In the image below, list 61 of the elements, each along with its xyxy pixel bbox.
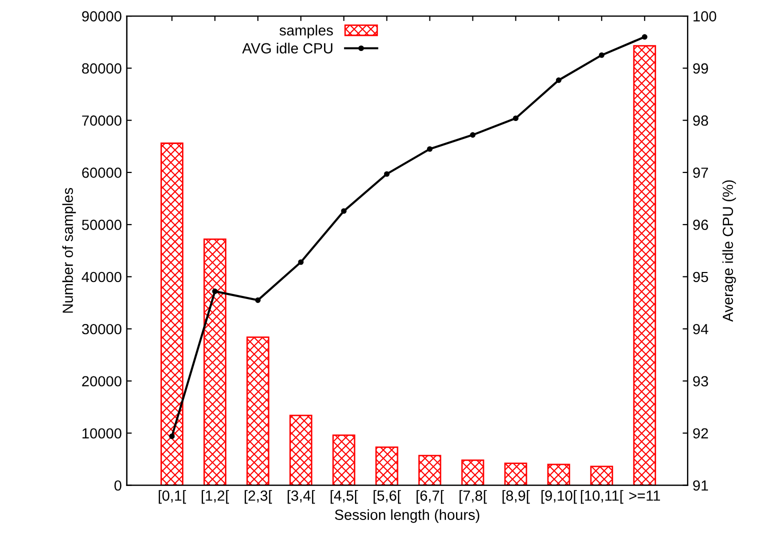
x-tick-label: [10,11[ [580,490,624,504]
point [384,171,390,177]
point [556,77,562,83]
y-tick-label: 0 [114,480,122,491]
legend-label: samples [280,24,333,38]
bar [547,464,570,486]
y2-tick-label: 96 [693,220,708,230]
point [255,297,261,303]
point [512,115,518,122]
bar [246,336,270,486]
y2-tick-label: 95 [693,272,708,282]
x-tick-label: [2,3[ [244,490,272,504]
x-tick-label: [0,1[ [158,490,186,504]
point [169,433,175,440]
bar [289,414,312,486]
y-tick-label: 40000 [82,272,122,282]
y-tick-label: 50000 [82,220,122,230]
bar [203,238,226,486]
y2-tick-label: 100 [694,11,716,22]
bar [160,142,184,486]
point [341,208,347,214]
x-tick-label: [5,6[ [374,490,401,504]
x-tick-label: [3,4[ [288,490,315,504]
bar [332,434,356,486]
point [212,288,218,294]
bar [504,462,528,486]
bar [461,460,484,486]
y-axis-title: Number of samples [62,188,76,313]
x-tick-label: [7,8[ [460,490,487,504]
bar [418,454,442,486]
bar [590,466,614,486]
point [642,34,648,40]
y2-tick-label: 92 [693,428,708,439]
y-tick-label: 70000 [82,115,122,126]
x-tick-label: [1,2[ [202,490,229,504]
y2-tick-label: 91 [693,480,708,491]
x-axis-title: Session length (hours) [334,509,480,523]
y2-tick-label: 97 [693,168,708,178]
y2-axis-title: Average idle CPU (%) [722,180,736,322]
point [470,132,476,138]
point [598,52,604,58]
x-tick-label: [4,5[ [330,490,358,504]
x-tick-label: [6,7[ [416,490,444,504]
y2-tick-label: 94 [693,324,708,334]
point [426,146,433,152]
y-tick-label: 30000 [82,324,122,334]
y-tick-label: 60000 [82,168,122,178]
y2-tick-label: 98 [693,115,708,126]
y-tick-label: 90000 [82,11,122,22]
x-tick-label: [8,9[ [502,490,530,504]
y2-tick-label: 93 [693,376,708,386]
x-tick-label: [9,10[ [541,490,577,504]
point [298,259,304,265]
y-tick-label: 20000 [82,376,122,386]
x-tick-label: >=11 [629,490,660,501]
bar [375,446,398,486]
legend-label: AVG idle CPU [242,42,332,54]
bar [633,45,656,486]
y-tick-label: 10000 [82,428,122,439]
y-tick-label: 80000 [82,63,122,74]
y2-tick-label: 99 [693,63,708,74]
